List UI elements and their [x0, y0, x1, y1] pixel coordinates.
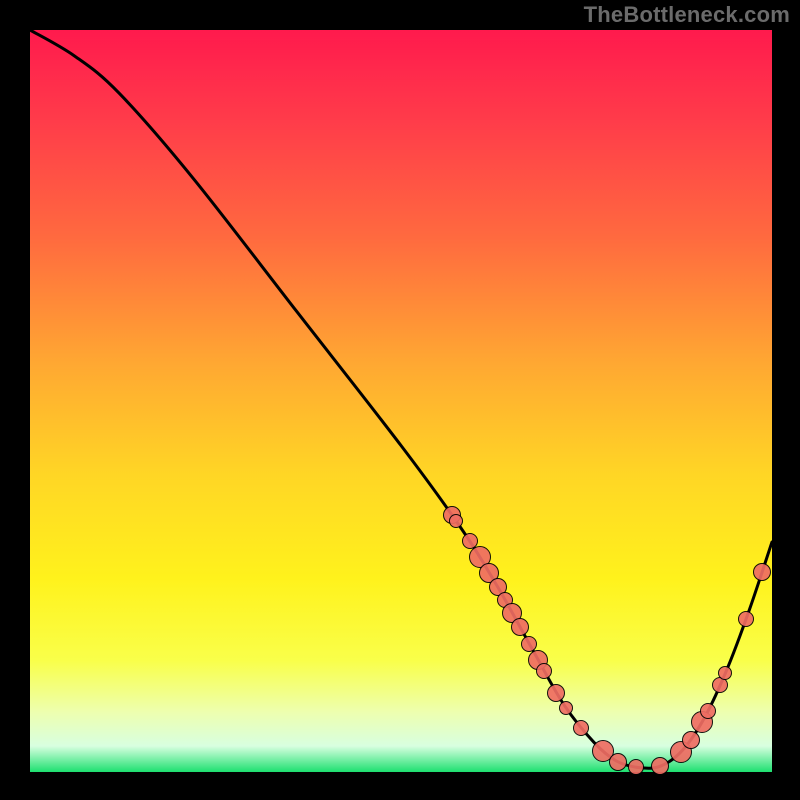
data-marker — [449, 514, 463, 528]
data-marker — [651, 757, 669, 775]
data-marker — [682, 731, 700, 749]
data-marker — [628, 759, 644, 775]
data-marker — [559, 701, 573, 715]
data-marker — [521, 636, 537, 652]
curve-svg — [30, 30, 772, 772]
data-marker — [511, 618, 529, 636]
data-marker — [609, 753, 627, 771]
data-marker — [536, 663, 552, 679]
watermark-text: TheBottleneck.com — [584, 2, 790, 28]
data-marker — [718, 666, 732, 680]
bottleneck-curve — [30, 30, 772, 768]
plot-area — [30, 30, 772, 772]
data-marker — [700, 703, 716, 719]
data-marker — [753, 563, 771, 581]
data-marker — [738, 611, 754, 627]
data-marker — [573, 720, 589, 736]
data-marker — [547, 684, 565, 702]
